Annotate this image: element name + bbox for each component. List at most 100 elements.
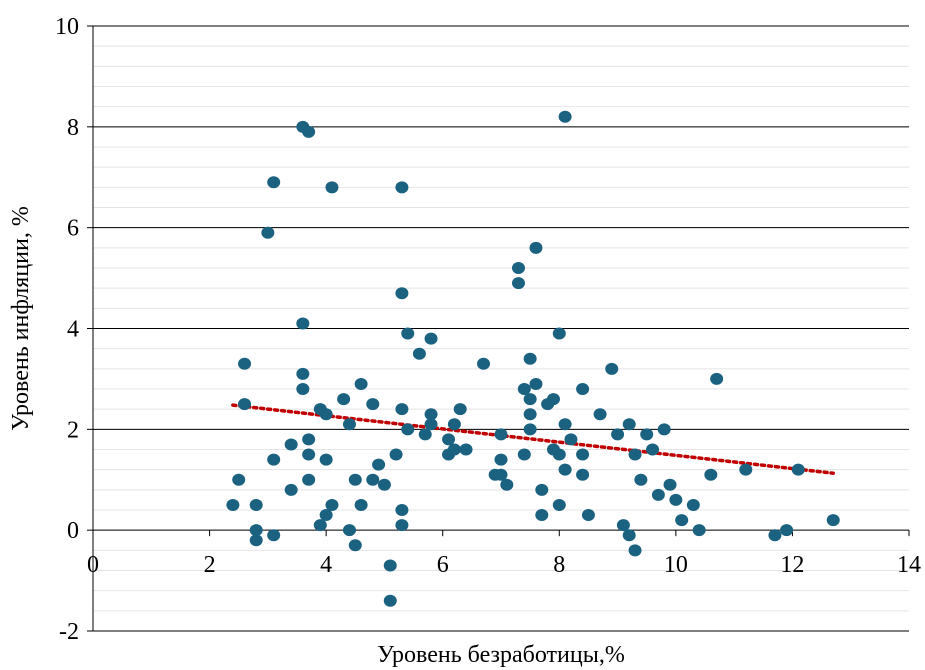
data-point: [564, 433, 578, 446]
x-tick-label: 0: [87, 552, 99, 578]
data-point: [389, 448, 403, 461]
data-point: [552, 448, 566, 461]
data-point: [529, 241, 543, 254]
data-point: [535, 483, 549, 496]
data-point: [494, 468, 508, 481]
data-point: [401, 423, 415, 436]
grid-lines: [93, 25, 909, 632]
data-point: [383, 559, 397, 572]
data-point: [576, 468, 590, 481]
y-axis-label: Уровень инфляции, %: [8, 206, 34, 431]
data-point: [377, 478, 391, 491]
trendline-segment: [231, 403, 835, 475]
data-point: [657, 423, 671, 436]
data-point: [634, 473, 648, 486]
data-point: [395, 181, 409, 194]
data-point: [424, 332, 438, 345]
y-tick-label: 0: [67, 518, 79, 544]
data-point: [412, 347, 426, 360]
data-point: [348, 473, 362, 486]
data-point: [593, 408, 607, 421]
data-point: [401, 327, 415, 340]
data-point: [232, 473, 246, 486]
data-point: [686, 498, 700, 511]
data-point: [669, 493, 683, 506]
data-point: [325, 498, 339, 511]
data-point: [284, 483, 298, 496]
data-points: [226, 110, 840, 607]
data-point: [383, 594, 397, 607]
data-point: [576, 448, 590, 461]
data-point: [692, 524, 706, 537]
data-point: [302, 473, 316, 486]
data-point: [249, 498, 263, 511]
data-point: [453, 403, 467, 416]
data-point: [302, 433, 316, 446]
data-point: [337, 393, 351, 406]
data-point: [523, 352, 537, 365]
y-tick-label: 6: [67, 216, 79, 242]
data-point: [646, 443, 660, 456]
x-tick-label: 14: [897, 552, 921, 578]
data-point: [576, 383, 590, 395]
data-point: [704, 468, 718, 481]
data-point: [826, 514, 840, 527]
data-point: [302, 125, 316, 138]
data-point: [523, 393, 537, 406]
data-point: [313, 519, 327, 532]
data-point: [523, 408, 537, 421]
data-point: [710, 372, 724, 385]
data-point: [581, 509, 595, 522]
data-point: [535, 509, 549, 522]
data-point: [342, 418, 356, 431]
data-point: [366, 473, 380, 486]
data-point: [558, 463, 572, 476]
data-point: [517, 448, 531, 461]
data-point: [739, 463, 753, 476]
data-point: [628, 448, 642, 461]
data-point: [616, 519, 630, 532]
data-point: [768, 529, 782, 542]
data-point: [372, 458, 386, 471]
data-point: [447, 443, 461, 456]
data-point: [500, 478, 514, 491]
x-tick-label: 12: [780, 552, 804, 578]
data-point: [226, 498, 240, 511]
data-point: [261, 226, 275, 239]
x-tick-label: 6: [437, 552, 449, 578]
data-point: [442, 433, 456, 446]
data-point: [558, 110, 572, 123]
data-point: [675, 514, 689, 527]
data-point: [628, 544, 642, 557]
data-point: [459, 443, 473, 456]
data-point: [296, 367, 310, 380]
data-point: [238, 357, 252, 370]
data-point: [622, 418, 636, 431]
data-point: [494, 428, 508, 441]
data-point: [523, 423, 537, 436]
data-point: [395, 403, 409, 416]
data-point: [267, 176, 281, 189]
data-point: [238, 398, 252, 411]
data-point: [249, 524, 263, 537]
data-point: [366, 398, 380, 411]
data-point: [296, 317, 310, 330]
data-point: [546, 393, 560, 406]
data-point: [319, 408, 333, 421]
data-point: [529, 377, 543, 390]
data-point: [319, 453, 333, 466]
y-tick-label: 2: [67, 417, 79, 443]
data-point: [780, 524, 794, 537]
data-point: [477, 357, 491, 370]
data-point: [511, 262, 525, 274]
data-point: [395, 519, 409, 532]
data-point: [342, 524, 356, 537]
tick-labels: 0 2 4 6 8 10 12 14 -2 0 2 4 6 8 10: [55, 14, 921, 645]
data-point: [511, 277, 525, 290]
data-point: [319, 509, 333, 522]
data-point: [622, 529, 636, 542]
data-point: [640, 428, 654, 441]
x-tick-label: 8: [553, 552, 565, 578]
x-tick-label: 2: [204, 552, 216, 578]
data-point: [302, 448, 316, 461]
